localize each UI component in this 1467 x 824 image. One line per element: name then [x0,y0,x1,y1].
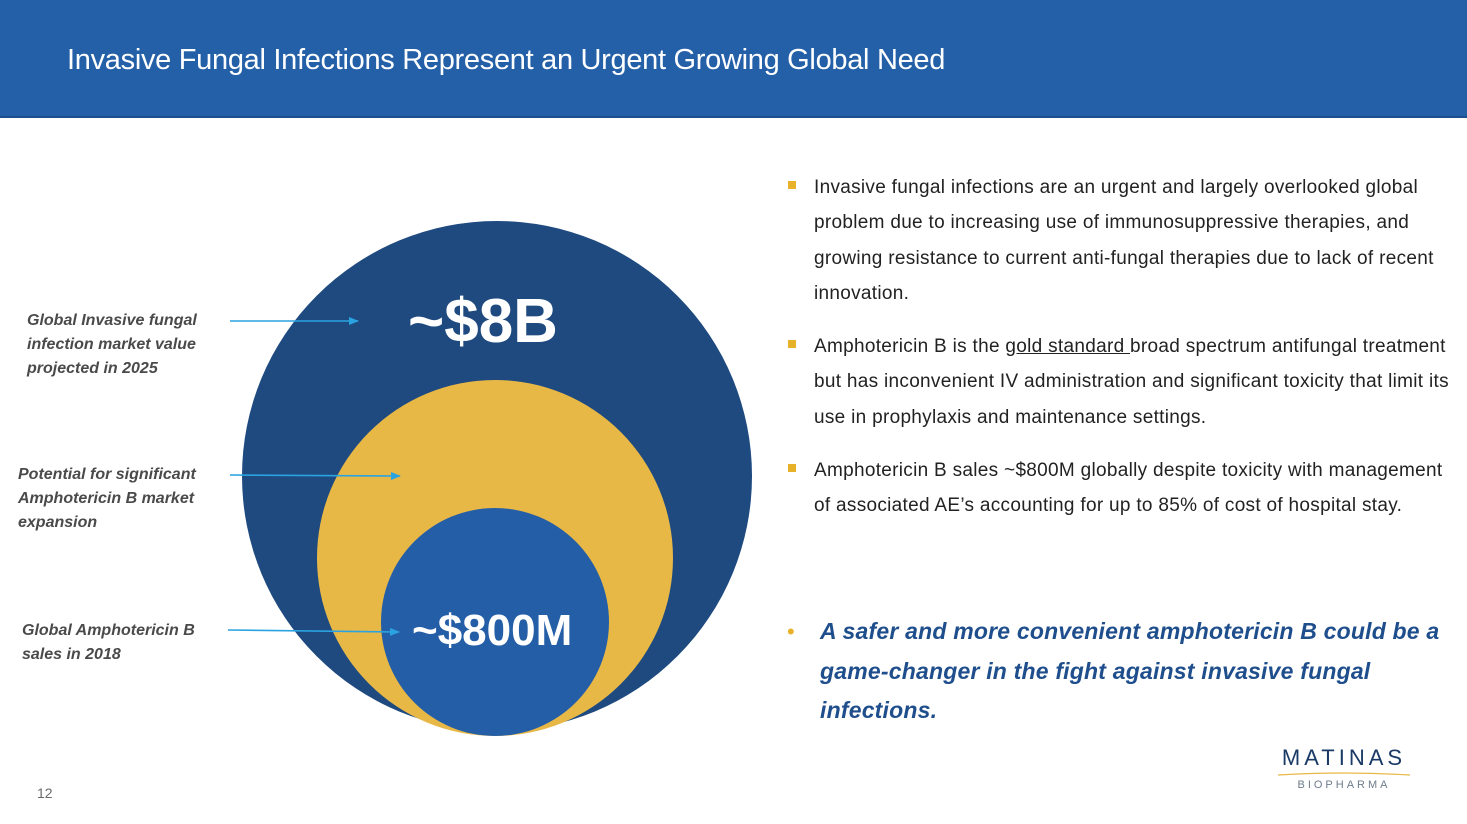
header-bar: Invasive Fungal Infections Represent an … [0,0,1467,118]
current-sales-circle [381,508,609,736]
callout-label-sales: Global Amphotericin B sales in 2018 [22,622,195,663]
logo-subtitle: BIOPHARMA [1297,779,1391,791]
conclusion-text: A safer and more convenient amphotericin… [820,618,1440,723]
logo-swoosh-icon [1277,772,1411,776]
round-bullet-icon: • [787,619,795,644]
current-sales-value: ~$800M [412,606,573,655]
logo-wordmark: MATINAS [1281,745,1407,770]
bullet-text: Amphotericin B sales ~$800M globally des… [814,460,1443,517]
callout-arrow-sales [227,627,400,636]
bullet-item: Invasive fungal infections are an urgent… [787,170,1457,311]
bullet-text-end: broad spectrum antifungal treatment but … [814,336,1449,428]
square-bullet-icon [788,464,796,473]
bullet-text: Invasive fungal infections are an urgent… [814,177,1434,304]
square-bullet-icon [788,340,796,349]
company-logo: MATINAS BIOPHARMA [1268,745,1420,793]
bullet-item: Amphotericin B sales ~$800M globally des… [787,453,1457,524]
bullet-item: Amphotericin B is the gold standard broa… [787,329,1457,435]
square-bullet-icon [788,181,796,189]
slide-title: Invasive Fungal Infections Represent an … [67,44,946,76]
callout-label-market: Global Invasive fungal infection market … [27,312,197,377]
bullet-list: Invasive fungal infections are an urgent… [787,170,1457,542]
page-number: 12 [37,785,53,801]
conclusion-statement: • A safer and more convenient amphoteric… [787,612,1457,731]
projected-market-value: ~$8B [408,287,558,356]
callout-arrow-expansion [229,471,401,480]
bullet-text-start: Amphotericin B is the [814,336,1006,358]
gold-standard-underlined: gold standard [1005,336,1131,358]
callout-label-expansion: Potential for significant Amphotericin B… [18,466,196,531]
